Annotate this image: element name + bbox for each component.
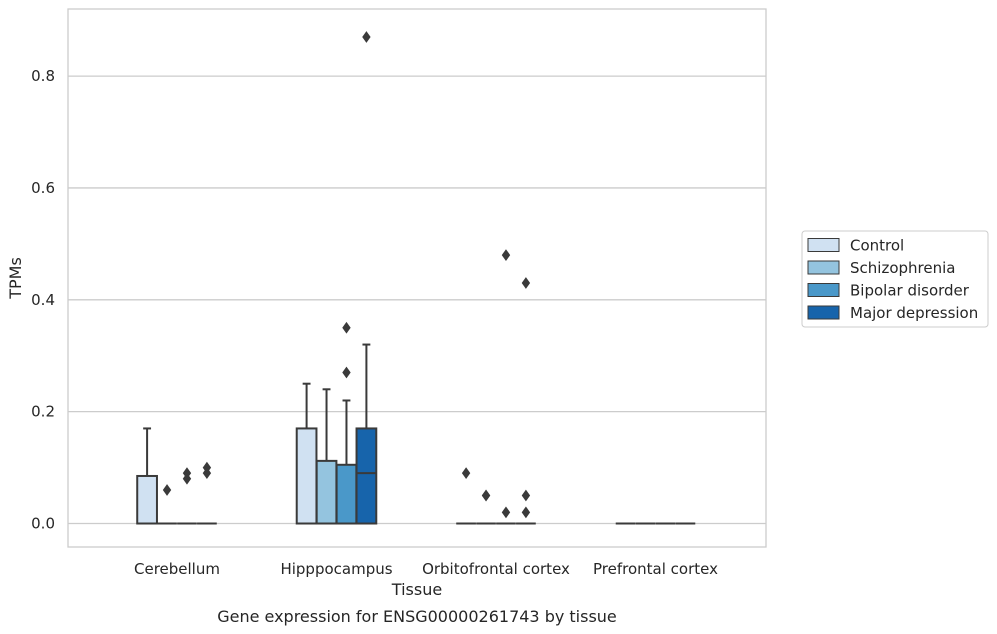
x-tick-label: Hipppocampus [280,560,392,578]
legend-label: Bipolar disorder [850,282,970,300]
x-tick-label: Cerebellum [134,560,220,578]
outlier-point [342,321,351,334]
legend-swatch [807,305,840,320]
plot-frame [67,8,767,548]
legend-label: Major depression [850,304,978,322]
outlier-point [501,506,511,519]
plot-area [68,9,766,547]
outlier-point [182,467,192,480]
box-series-group [136,31,696,525]
y-tick-label: 0.2 [31,403,55,421]
box-group [355,31,378,525]
legend-swatch [807,260,840,275]
outlier-point [362,31,371,43]
outlier-point [521,506,531,519]
box-rect [355,427,378,525]
x-tick-label: Orbitofrontal cortex [422,560,570,578]
x-tick-label: Prefrontal cortex [593,560,718,578]
x-axis-label: Tissue [391,580,442,599]
outlier-point [202,461,212,474]
outlier-point [162,484,172,496]
y-tick-labels: 0.0 0.2 0.4 0.6 0.8 [31,67,55,532]
outlier-point [342,366,351,379]
outlier-point [481,489,491,502]
outlier-point [461,467,471,480]
box-rect [335,463,358,525]
outlier-point [521,489,531,502]
chart-caption: Gene expression for ENSG00000261743 by t… [217,607,617,626]
y-tick-label: 0.0 [31,515,55,533]
outlier-point [501,249,511,261]
box-rect [315,459,338,525]
box-rect [136,474,158,525]
box-group [136,427,158,525]
legend: Control Schizophrenia Bipolar disorder Majo… [801,230,989,328]
legend-label: Schizophrenia [850,259,955,277]
box-group [157,484,177,525]
legend-frame [801,230,989,328]
legend-label: Control [850,237,904,255]
y-tick-label: 0.4 [31,291,55,309]
box-group [295,382,318,525]
box-group [516,277,536,525]
box-group [496,249,516,525]
box-group [315,388,338,525]
box-group [177,467,197,525]
y-tick-label: 0.6 [31,179,55,197]
box-rect [295,427,318,525]
legend-swatch [807,238,840,252]
outlier-point [521,277,531,289]
x-tick-labels: Cerebellum Hipppocampus Orbitofrontal cort… [134,560,718,578]
legend-swatch [807,283,840,297]
y-axis-label: TPMs [6,257,25,300]
box-group [335,321,358,525]
box-group [456,467,476,525]
box-group [197,461,217,525]
box-group [476,489,496,525]
y-tick-label: 0.8 [31,67,55,85]
